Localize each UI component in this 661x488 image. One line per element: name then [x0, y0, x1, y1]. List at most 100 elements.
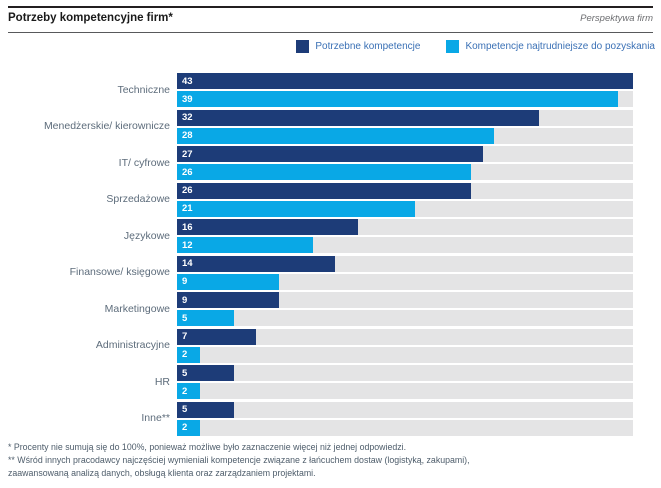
- bar-track: 5: [177, 401, 633, 418]
- category-bars: 16 12: [177, 219, 633, 253]
- category-bars: 27 26: [177, 146, 633, 180]
- bar-najtrudniejsze-do-pozyskania: 9: [177, 273, 279, 290]
- bar-value-label: 26: [182, 166, 193, 178]
- bar-value-label: 2: [182, 385, 188, 397]
- bar-value-label: 9: [182, 294, 188, 306]
- bar-value-label: 9: [182, 276, 188, 287]
- bar-track: 21: [177, 200, 633, 217]
- legend-item: Potrzebne kompetencje: [296, 40, 420, 53]
- bar-track: 14: [177, 255, 633, 272]
- legend-label: Kompetencje najtrudniejsze do pozyskania: [465, 41, 655, 52]
- bar-value-label: 7: [182, 331, 188, 342]
- category-label: Techniczne: [117, 83, 170, 96]
- bar-value-label: 5: [182, 312, 188, 324]
- bar-track: 2: [177, 346, 633, 363]
- category-label: Finansowe/ księgowe: [69, 266, 170, 279]
- footnote-line: * Procenty nie sumują się do 100%, ponie…: [8, 442, 407, 452]
- bar-value-label: 14: [182, 258, 193, 269]
- bar-track: 27: [177, 146, 633, 162]
- bar-chart: Techniczne 43 39 Menedżerskie/ kierownicze 3…: [0, 73, 661, 438]
- category-label: Językowe: [123, 229, 170, 242]
- category-label: Administracyjne: [95, 339, 170, 352]
- category-row: Administracyjne 7 2: [0, 328, 661, 363]
- bar-najtrudniejsze-do-pozyskania: 21: [177, 200, 415, 217]
- category-bars: 43 39: [177, 73, 633, 107]
- bar-value-label: 2: [182, 349, 188, 360]
- bar-track: 28: [177, 127, 633, 144]
- category-row: Finansowe/ księgowe 14 9: [0, 255, 661, 290]
- bar-track: 5: [177, 365, 633, 381]
- perspective-label: Perspektywa firm: [580, 13, 653, 24]
- bar-track: 26: [177, 182, 633, 199]
- legend-item: Kompetencje najtrudniejsze do pozyskania: [446, 40, 655, 53]
- footnote-line: zaawansowaną analizą danych, obsługą kli…: [8, 467, 316, 478]
- bar-najtrudniejsze-do-pozyskania: 12: [177, 237, 313, 253]
- category-bars: 26 21: [177, 182, 633, 217]
- bar-najtrudniejsze-do-pozyskania: 2: [177, 346, 200, 363]
- bar-track: 5: [177, 310, 633, 326]
- bar-track: 12: [177, 237, 633, 253]
- bar-value-label: 43: [182, 75, 193, 87]
- category-label: Menedżerskie/ kierownicze: [43, 120, 170, 133]
- bar-potrzebne-kompetencje: 26: [177, 182, 472, 199]
- chart-legend: Potrzebne kompetencje Kompetencje najtrud…: [296, 40, 655, 53]
- bar-potrzebne-kompetencje: 14: [177, 255, 336, 272]
- bar-track: 9: [177, 273, 633, 290]
- category-row: Menedżerskie/ kierownicze 32 28: [0, 109, 661, 144]
- category-label: Inne**: [141, 412, 170, 425]
- bar-value-label: 5: [182, 367, 188, 379]
- bar-value-label: 21: [182, 203, 193, 214]
- bar-najtrudniejsze-do-pozyskania: 2: [177, 383, 200, 399]
- footnote-line: ** Wśród innych pracodawcy najczęściej w…: [8, 454, 470, 465]
- bar-potrzebne-kompetencje: 5: [177, 401, 234, 418]
- bar-value-label: 32: [182, 112, 193, 123]
- bar-potrzebne-kompetencje: 43: [177, 73, 633, 89]
- category-row: HR 5 2: [0, 365, 661, 399]
- category-label: Marketingowe: [104, 302, 170, 315]
- category-row: Sprzedażowe 26 21: [0, 182, 661, 217]
- bar-value-label: 5: [182, 404, 188, 415]
- header-rule: [8, 32, 653, 33]
- category-row: Techniczne 43 39: [0, 73, 661, 107]
- page-title: Potrzeby kompetencyjne firm*: [8, 12, 173, 24]
- category-label: IT/ cyfrowe: [118, 156, 170, 169]
- bar-potrzebne-kompetencje: 9: [177, 292, 279, 308]
- bar-value-label: 12: [182, 239, 193, 251]
- bar-potrzebne-kompetencje: 27: [177, 146, 483, 162]
- footnotes: * Procenty nie sumują się do 100%, ponie…: [8, 441, 653, 479]
- category-bars: 14 9: [177, 255, 633, 290]
- category-bars: 32 28: [177, 109, 633, 144]
- bar-najtrudniejsze-do-pozyskania: 39: [177, 91, 619, 107]
- top-rule: [8, 6, 653, 8]
- bar-value-label: 27: [182, 148, 193, 160]
- bar-track: 16: [177, 219, 633, 235]
- bar-track: 39: [177, 91, 633, 107]
- bar-track: 9: [177, 292, 633, 308]
- bar-najtrudniejsze-do-pozyskania: 28: [177, 127, 494, 144]
- bar-value-label: 26: [182, 185, 193, 196]
- legend-label: Potrzebne kompetencje: [315, 41, 421, 52]
- bar-potrzebne-kompetencje: 32: [177, 109, 540, 126]
- bar-track: 32: [177, 109, 633, 126]
- bar-value-label: 39: [182, 93, 193, 105]
- category-row: Inne** 5 2: [0, 401, 661, 436]
- bar-potrzebne-kompetencje: 5: [177, 365, 234, 381]
- bar-track: 2: [177, 383, 633, 399]
- bar-najtrudniejsze-do-pozyskania: 5: [177, 310, 234, 326]
- bar-track: 2: [177, 419, 633, 436]
- bar-potrzebne-kompetencje: 7: [177, 328, 257, 345]
- bar-value-label: 16: [182, 221, 193, 233]
- bar-najtrudniejsze-do-pozyskania: 26: [177, 164, 472, 180]
- bar-track: 26: [177, 164, 633, 180]
- bar-najtrudniejsze-do-pozyskania: 2: [177, 419, 200, 436]
- category-row: Marketingowe 9 5: [0, 292, 661, 326]
- figure-header: Potrzeby kompetencyjne firm* Perspektywa…: [8, 12, 653, 24]
- bar-value-label: 28: [182, 130, 193, 141]
- bar-track: 7: [177, 328, 633, 345]
- category-label: HR: [154, 375, 170, 388]
